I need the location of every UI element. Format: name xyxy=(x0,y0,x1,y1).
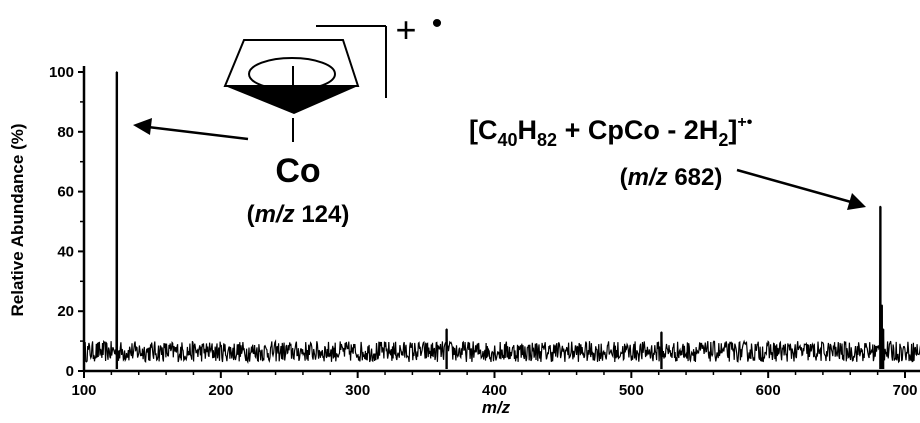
y-axis-title: Relative Abundance (%) xyxy=(8,123,27,316)
x-tick-label: 100 xyxy=(71,382,96,399)
y-tick-label: 100 xyxy=(49,64,74,81)
product-mz-label: (m/z 682) xyxy=(620,164,723,191)
x-tick-label: 600 xyxy=(756,382,781,399)
x-tick-label: 400 xyxy=(482,382,507,399)
spectrum-trace-layer xyxy=(83,71,920,369)
product-peak-arrow xyxy=(736,168,866,210)
y-tick-label: 40 xyxy=(57,243,74,260)
x-tick-label: 300 xyxy=(345,382,370,399)
co-peak-arrow xyxy=(133,118,249,141)
radical-dot-label: • xyxy=(432,7,443,40)
co-mz-label: (m/z 124) xyxy=(247,201,350,228)
y-tick-label: 80 xyxy=(57,124,74,141)
co-label: Co xyxy=(275,152,320,190)
y-tick-label: 20 xyxy=(57,303,74,320)
x-tick-label: 500 xyxy=(619,382,644,399)
y-tick-label: 0 xyxy=(66,363,74,380)
cyclopentadienyl-ring-icon xyxy=(223,39,360,87)
x-tick-label: 200 xyxy=(208,382,233,399)
spectrum-trace-line xyxy=(83,71,920,364)
y-tick-label: 60 xyxy=(57,184,74,201)
x-axis-title: m/z xyxy=(482,398,511,417)
product-formula-label: [C40H82 + CpCo - 2H2]+• xyxy=(469,114,753,150)
axis-ticks-layer: 100 200 300 400 500 600 700 0 20 40 60 80 100 xyxy=(49,64,918,399)
charge-plus-label: + xyxy=(395,9,416,50)
cpco-structure-icon xyxy=(223,25,387,142)
ring-bottom-wedge xyxy=(225,86,358,114)
x-tick-label: 700 xyxy=(892,382,917,399)
